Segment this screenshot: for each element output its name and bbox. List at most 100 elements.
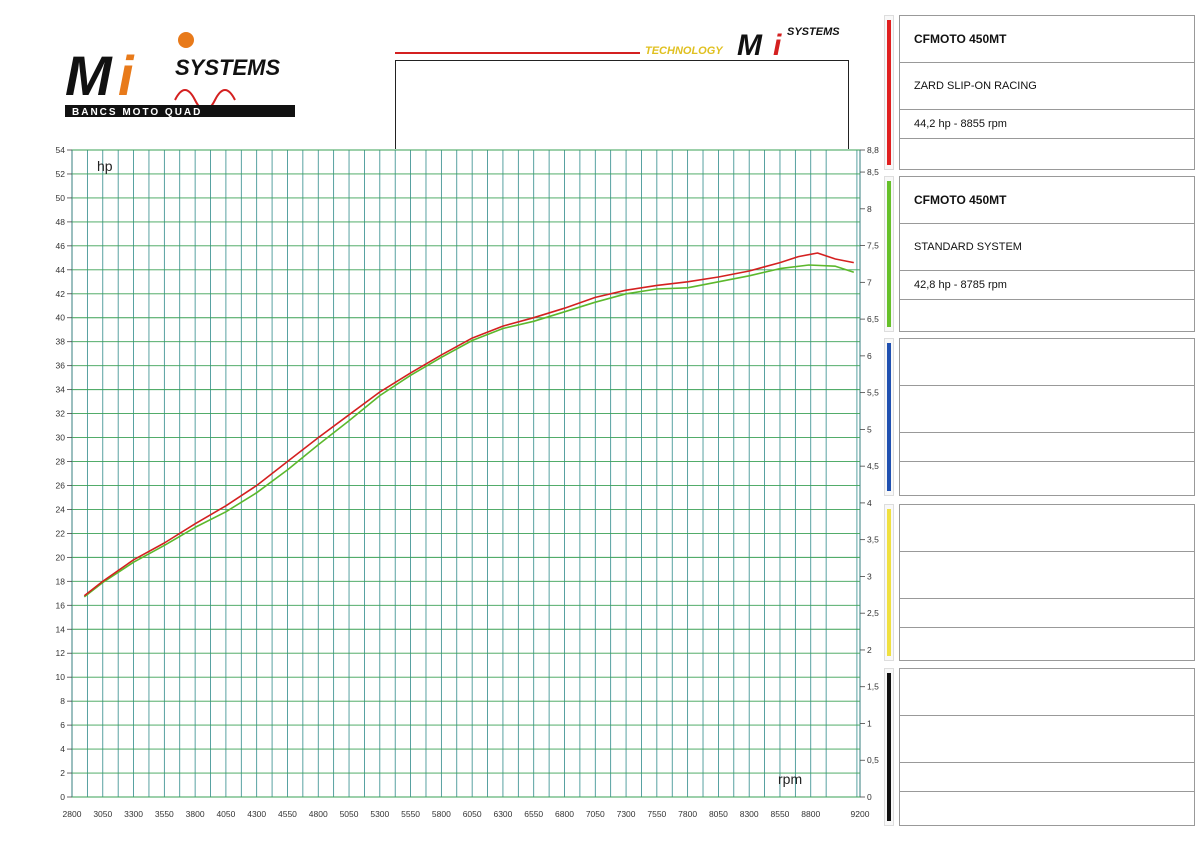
- y2-tick-label: 8,5: [867, 167, 879, 177]
- panel-result: [899, 432, 1195, 462]
- y2-tick-label: 4: [867, 498, 872, 508]
- y2-tick-label: 5: [867, 424, 872, 434]
- y-tick-label: 4: [60, 744, 65, 754]
- series-line: [83, 264, 855, 598]
- y2-tick-label: 3: [867, 571, 872, 581]
- y-tick-label: 44: [56, 265, 66, 275]
- x-tick-label: 3300: [124, 809, 143, 819]
- y-tick-label: 46: [56, 241, 66, 251]
- x-tick-label: 6550: [524, 809, 543, 819]
- y-tick-label: 36: [56, 361, 66, 371]
- header-empty-box: [395, 60, 849, 149]
- y-axis-label: hp: [97, 158, 113, 174]
- header-bar: TECHNOLOGY M i SYSTEMS: [395, 10, 865, 62]
- panel-system: ZARD SLIP-ON RACING: [899, 62, 1195, 110]
- panel-color-strip: [884, 668, 894, 826]
- y-tick-label: 52: [56, 169, 66, 179]
- panel-result: 42,8 hp - 8785 rpm: [899, 270, 1195, 300]
- x-tick-label: 7800: [678, 809, 697, 819]
- legend-panel: [884, 504, 1195, 661]
- dyno-chart: 0246810121416182022242628303234363840424…: [56, 145, 880, 819]
- y-tick-label: 48: [56, 217, 66, 227]
- y-tick-label: 18: [56, 576, 66, 586]
- x-tick-label: 2800: [63, 809, 82, 819]
- panel-color-strip: [884, 504, 894, 661]
- y-tick-label: 32: [56, 409, 66, 419]
- panel-model: [899, 338, 1195, 386]
- y2-tick-label: 7: [867, 277, 872, 287]
- y2-tick-label: 4,5: [867, 461, 879, 471]
- y-tick-label: 16: [56, 600, 66, 610]
- panel-color-strip: [884, 176, 894, 332]
- y-tick-label: 8: [60, 696, 65, 706]
- x-tick-label: 5050: [340, 809, 359, 819]
- y-tick-label: 0: [60, 792, 65, 802]
- y-tick-label: 24: [56, 504, 66, 514]
- y-tick-label: 2: [60, 768, 65, 778]
- y-tick-label: 10: [56, 672, 66, 682]
- y-tick-label: 14: [56, 624, 66, 634]
- header-systems-text: SYSTEMS: [787, 26, 840, 38]
- x-tick-label: 7050: [586, 809, 605, 819]
- panel-system: [899, 385, 1195, 433]
- panel-color-strip: [884, 15, 894, 170]
- x-tick-label: 6050: [463, 809, 482, 819]
- x-tick-label: 5300: [370, 809, 389, 819]
- y2-tick-label: 2: [867, 645, 872, 655]
- y2-tick-label: 1: [867, 718, 872, 728]
- panel-system: [899, 715, 1195, 763]
- y2-tick-label: 6,5: [867, 314, 879, 324]
- x-tick-label: 9200: [851, 809, 870, 819]
- panel-result: [899, 762, 1195, 792]
- svg-text:i: i: [118, 44, 135, 107]
- plot-area: [71, 149, 861, 798]
- series-line: [83, 252, 854, 597]
- y-tick-label: 30: [56, 433, 66, 443]
- y2-tick-label: 8: [867, 204, 872, 214]
- svg-text:M: M: [65, 44, 113, 107]
- x-tick-label: 5550: [401, 809, 420, 819]
- panel-model: CFMOTO 450MT: [899, 176, 1195, 224]
- y-tick-label: 38: [56, 337, 66, 347]
- panel-system: STANDARD SYSTEM: [899, 223, 1195, 271]
- x-tick-label: 3550: [155, 809, 174, 819]
- panel-extra: [899, 299, 1195, 332]
- x-tick-label: 4300: [247, 809, 266, 819]
- y2-tick-label: 1,5: [867, 682, 879, 692]
- y2-tick-label: 3,5: [867, 535, 879, 545]
- panel-model: [899, 668, 1195, 716]
- panel-model: [899, 504, 1195, 552]
- y-tick-label: 22: [56, 528, 66, 538]
- x-tick-label: 3050: [93, 809, 112, 819]
- y-tick-label: 34: [56, 385, 66, 395]
- svg-text:i: i: [773, 29, 782, 60]
- x-tick-label: 6300: [493, 809, 512, 819]
- mi-systems-logo: M i SYSTEMS BANCS MOTO QUAD: [60, 30, 300, 120]
- x-tick-label: 4550: [278, 809, 297, 819]
- x-tick-label: 7550: [647, 809, 666, 819]
- x-tick-label: 5800: [432, 809, 451, 819]
- y2-tick-label: 0,5: [867, 755, 879, 765]
- x-tick-label: 6800: [555, 809, 574, 819]
- y-tick-label: 12: [56, 648, 66, 658]
- panel-result: 44,2 hp - 8855 rpm: [899, 109, 1195, 139]
- x-tick-label: 7300: [617, 809, 636, 819]
- panel-extra: [899, 791, 1195, 826]
- x-tick-label: 8800: [801, 809, 820, 819]
- legend-panel: [884, 338, 1195, 496]
- y2-tick-label: 0: [867, 792, 872, 802]
- y-tick-label: 50: [56, 193, 66, 203]
- y2-tick-label: 8,8: [867, 145, 879, 155]
- y2-tick-label: 5,5: [867, 388, 879, 398]
- legend-panel: CFMOTO 450MT STANDARD SYSTEM 42,8 hp - 878…: [884, 176, 1195, 332]
- y2-tick-label: 7,5: [867, 241, 879, 251]
- y-tick-label: 20: [56, 552, 66, 562]
- svg-text:M: M: [737, 29, 763, 60]
- x-axis-label: rpm: [778, 771, 802, 787]
- panel-system: [899, 551, 1195, 599]
- x-tick-label: 8550: [771, 809, 790, 819]
- legend-panel: [884, 668, 1195, 826]
- y-tick-label: 28: [56, 457, 66, 467]
- y-tick-label: 6: [60, 720, 65, 730]
- logo-subtitle: BANCS MOTO QUAD: [72, 107, 202, 118]
